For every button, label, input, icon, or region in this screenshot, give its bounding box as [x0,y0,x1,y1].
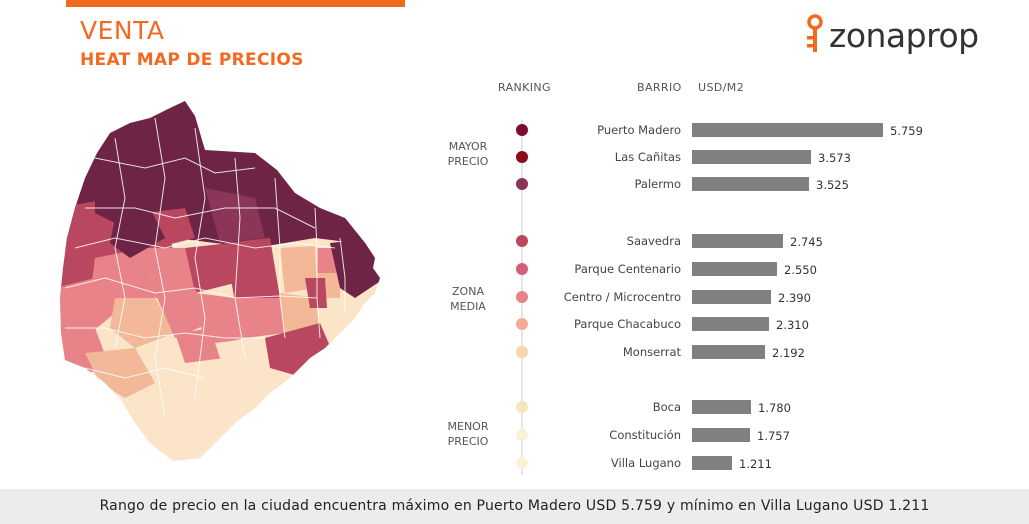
category-label: Villa Lugano [611,456,681,470]
bar [692,400,751,414]
rank-dot [516,318,528,330]
rank-dot [516,346,528,358]
bar [692,150,811,164]
page-subtitle: HEAT MAP DE PRECIOS [80,50,304,70]
category-label: Parque Chacabuco [574,317,681,331]
group-label-high-line2: PRECIO [447,155,489,168]
ranking-header: RANKING [498,81,551,94]
rank-dot [516,178,528,190]
rank-dot [516,124,528,136]
value-label: 1.757 [757,429,790,443]
footer-summary: Rango de precio en la ciudad encuentra m… [99,498,930,514]
value-label: 2.310 [776,318,809,332]
value-label: 2.390 [778,291,811,305]
value-label: 2.550 [784,263,817,277]
zonaprop-logo: zonaprop [805,12,1005,60]
category-label: Constitución [609,428,681,442]
heat-map [60,101,380,461]
category-label: Las Cañitas [615,150,681,164]
category-label: Centro / Microcentro [564,290,681,304]
value-label: 5.759 [890,124,923,138]
price-bar-chart: Puerto Madero 5.759 Las Cañitas 3.573 Palerm… [516,120,923,475]
bar [692,317,769,331]
accent-top-bar [66,0,405,7]
bar [692,234,783,248]
rank-dot [516,457,528,469]
rank-dot [516,151,528,163]
value-label: 2.745 [790,235,823,249]
unit-header: USD/M2 [698,81,745,94]
bar [692,290,771,304]
group-label-high-line1: MAYOR [448,140,488,153]
bar [692,177,809,191]
rank-dot [516,235,528,247]
value-label: 1.780 [758,401,791,415]
group-label-low: MENOR PRECIO [438,419,498,449]
category-label: Puerto Madero [597,123,681,137]
category-label: Parque Centenario [574,262,681,276]
group-label-low-line2: PRECIO [447,435,489,448]
category-label: Monserrat [623,345,682,359]
bar [692,456,732,470]
group-label-high: MAYOR PRECIO [438,139,498,169]
rank-dot [516,291,528,303]
bar [692,345,765,359]
bar [692,262,777,276]
value-label: 1.211 [739,457,772,471]
category-label: Palermo [635,177,682,191]
group-label-mid: ZONA MEDIA [438,284,498,314]
barrio-header: BARRIO [637,81,682,94]
group-label-mid-line2: MEDIA [450,300,486,313]
category-label: Boca [653,400,681,414]
page-title: VENTA [80,16,165,45]
location-pin-icon [807,14,823,52]
bar [692,428,750,442]
bar [692,123,883,137]
group-label-low-line1: MENOR [447,420,489,433]
category-label: Saavedra [627,234,681,248]
brand-name: zonaprop [829,16,979,55]
value-label: 3.525 [816,178,849,192]
rank-dot [516,263,528,275]
rank-dot [516,429,528,441]
value-label: 2.192 [772,346,805,360]
footer-bar: Rango de precio en la ciudad encuentra m… [0,489,1029,524]
group-label-mid-line1: ZONA [452,285,484,298]
rank-dot [516,401,528,413]
value-label: 3.573 [818,151,851,165]
